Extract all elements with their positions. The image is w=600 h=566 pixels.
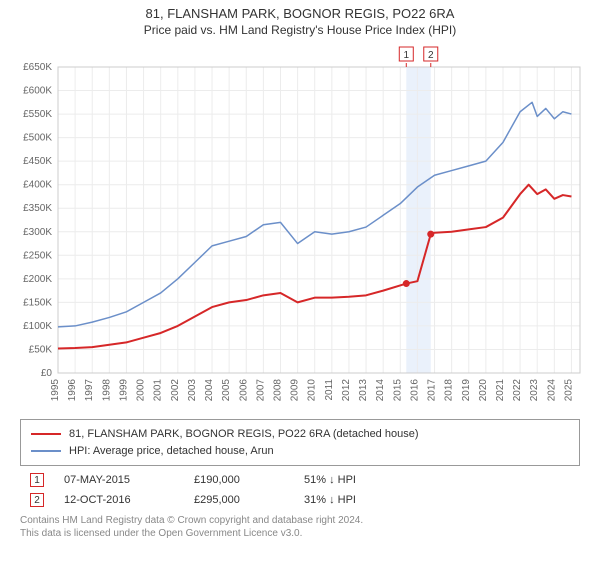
svg-text:1998: 1998: [101, 379, 112, 402]
svg-text:2015: 2015: [392, 379, 403, 402]
svg-text:2019: 2019: [461, 379, 472, 402]
event-date: 07-MAY-2015: [64, 474, 174, 486]
events-table: 1 07-MAY-2015 £190,000 51% ↓ HPI 2 12-OC…: [20, 470, 580, 510]
svg-text:1999: 1999: [118, 379, 129, 402]
svg-text:£450K: £450K: [23, 156, 52, 167]
svg-text:1: 1: [404, 50, 410, 61]
svg-text:2000: 2000: [136, 379, 147, 402]
svg-text:£200K: £200K: [23, 274, 52, 285]
event-price: £190,000: [194, 474, 284, 486]
svg-text:2002: 2002: [170, 379, 181, 402]
event-pct: 31% ↓ HPI: [304, 494, 356, 506]
footer-line: This data is licensed under the Open Gov…: [20, 527, 580, 540]
legend-item: 81, FLANSHAM PARK, BOGNOR REGIS, PO22 6R…: [31, 426, 569, 443]
svg-text:£0: £0: [41, 368, 53, 379]
svg-text:£650K: £650K: [23, 62, 52, 73]
page-title: 81, FLANSHAM PARK, BOGNOR REGIS, PO22 6R…: [0, 6, 600, 21]
svg-text:2025: 2025: [563, 379, 574, 402]
svg-text:2: 2: [428, 50, 434, 61]
svg-text:2022: 2022: [512, 379, 523, 402]
svg-text:2007: 2007: [255, 379, 266, 402]
svg-text:1995: 1995: [50, 379, 61, 402]
svg-text:£400K: £400K: [23, 180, 52, 191]
svg-text:2021: 2021: [495, 379, 506, 402]
line-chart: £0 £50K £100K £150K £200K £250K £300K £350K £400…: [10, 43, 590, 413]
legend-swatch: [31, 450, 61, 452]
svg-text:2010: 2010: [307, 379, 318, 402]
svg-text:2023: 2023: [529, 379, 540, 402]
svg-text:2024: 2024: [546, 379, 557, 402]
legend-label: 81, FLANSHAM PARK, BOGNOR REGIS, PO22 6R…: [69, 426, 419, 443]
svg-text:2005: 2005: [221, 379, 232, 402]
svg-text:2013: 2013: [358, 379, 369, 402]
svg-text:£500K: £500K: [23, 133, 52, 144]
legend: 81, FLANSHAM PARK, BOGNOR REGIS, PO22 6R…: [20, 419, 580, 466]
footer-line: Contains HM Land Registry data © Crown c…: [20, 514, 580, 527]
svg-text:2017: 2017: [427, 379, 438, 402]
svg-text:2006: 2006: [238, 379, 249, 402]
legend-item: HPI: Average price, detached house, Arun: [31, 443, 569, 460]
page-subtitle: Price paid vs. HM Land Registry's House …: [0, 23, 600, 37]
svg-text:2018: 2018: [444, 379, 455, 402]
event-row: 2 12-OCT-2016 £295,000 31% ↓ HPI: [20, 490, 580, 510]
svg-text:2012: 2012: [341, 379, 352, 402]
svg-text:2014: 2014: [375, 379, 386, 402]
svg-text:£150K: £150K: [23, 297, 52, 308]
svg-text:2008: 2008: [272, 379, 283, 402]
svg-text:2020: 2020: [478, 379, 489, 402]
svg-text:£550K: £550K: [23, 109, 52, 120]
svg-text:£100K: £100K: [23, 321, 52, 332]
event-date: 12-OCT-2016: [64, 494, 174, 506]
svg-text:2009: 2009: [290, 379, 301, 402]
event-row: 1 07-MAY-2015 £190,000 51% ↓ HPI: [20, 470, 580, 490]
svg-text:1997: 1997: [84, 379, 95, 402]
event-price: £295,000: [194, 494, 284, 506]
event-marker-icon: 2: [30, 493, 44, 507]
svg-text:£600K: £600K: [23, 86, 52, 97]
svg-text:2003: 2003: [187, 379, 198, 402]
event-marker-icon: 1: [30, 473, 44, 487]
svg-text:£50K: £50K: [29, 344, 53, 355]
event-pct: 51% ↓ HPI: [304, 474, 356, 486]
chart-container: £0 £50K £100K £150K £200K £250K £300K £350K £400…: [10, 43, 590, 413]
svg-text:2001: 2001: [153, 379, 164, 402]
footer: Contains HM Land Registry data © Crown c…: [20, 514, 580, 540]
svg-text:2016: 2016: [409, 379, 420, 402]
legend-label: HPI: Average price, detached house, Arun: [69, 443, 274, 460]
svg-text:1996: 1996: [67, 379, 78, 402]
svg-text:£350K: £350K: [23, 203, 52, 214]
svg-text:£300K: £300K: [23, 227, 52, 238]
svg-text:£250K: £250K: [23, 250, 52, 261]
svg-text:2011: 2011: [324, 379, 335, 401]
legend-swatch: [31, 433, 61, 435]
svg-text:2004: 2004: [204, 379, 215, 402]
